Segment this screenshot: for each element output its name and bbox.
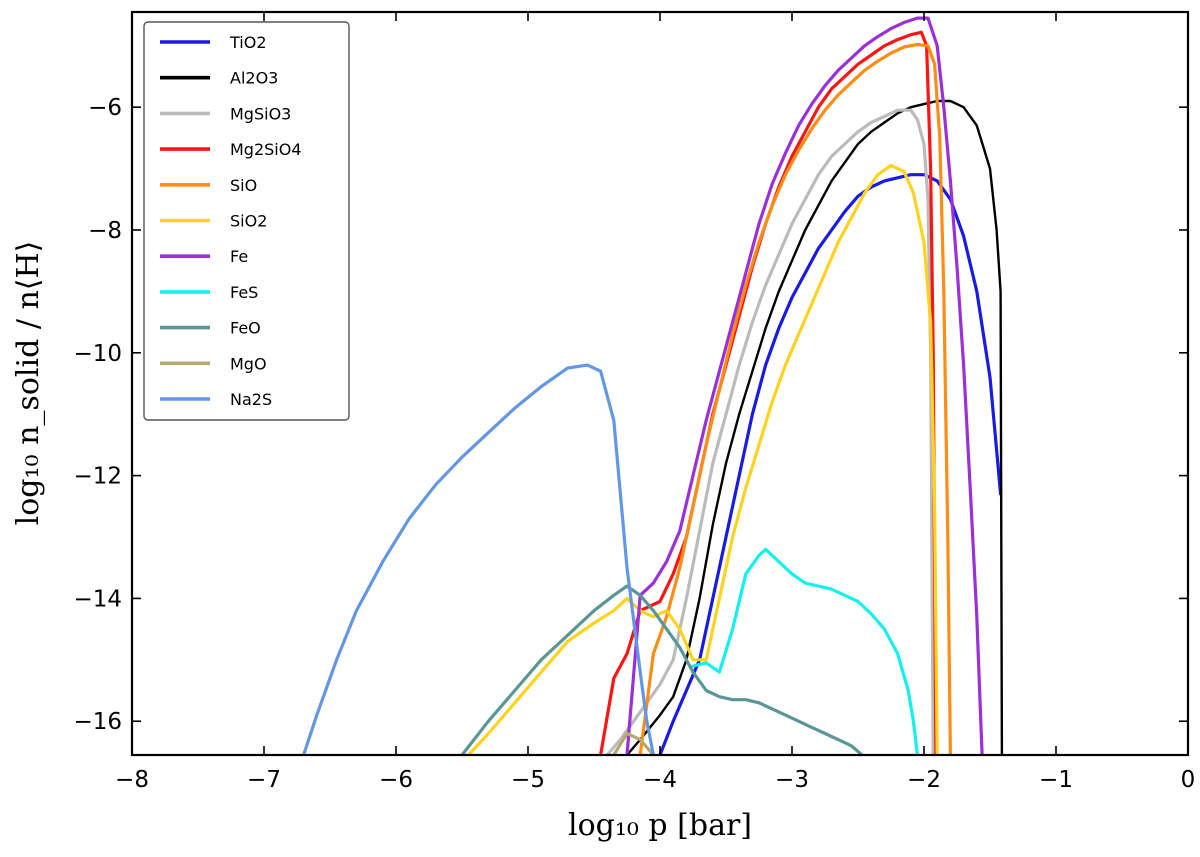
series-line-fes <box>691 547 919 755</box>
y-axis-label: log₁₀ n_solid / n⟨H⟩ <box>11 241 46 526</box>
series-line-sio <box>638 42 952 755</box>
plot-frame <box>130 10 1190 757</box>
x-tick-label: 0 <box>1181 767 1196 793</box>
series-layer <box>302 16 1004 755</box>
legend-label-tio2: TiO2 <box>229 33 267 52</box>
x-axis-label: log₁₀ p [bar] <box>568 808 752 843</box>
y-tick-label: −16 <box>73 709 122 735</box>
series-line-mgsio3 <box>605 108 935 755</box>
series-line-na2s <box>302 363 655 755</box>
legend-box <box>143 21 350 421</box>
series-line-mg2sio4 <box>599 30 938 755</box>
series-line-tio2 <box>658 173 1003 755</box>
y-tick-label: −10 <box>73 341 122 367</box>
y-tick-label: −14 <box>73 586 122 612</box>
series-line-sio2 <box>467 163 939 755</box>
series-line-mgo <box>612 731 655 755</box>
legend-label-fe: Fe <box>230 247 248 266</box>
legend-label-feo: FeO <box>230 319 261 338</box>
x-tick-label: −4 <box>643 767 677 793</box>
legend-label-mgsio3: MgSiO3 <box>230 104 291 123</box>
legend-label-na2s: Na2S <box>230 390 272 409</box>
series-line-al2o3 <box>625 99 1004 755</box>
x-tick-label: −2 <box>907 767 941 793</box>
legend-label-mgo: MgO <box>230 354 267 373</box>
y-tick-label: −12 <box>73 464 122 490</box>
x-tick-label: −3 <box>775 767 809 793</box>
y-tick-label: −6 <box>88 95 122 121</box>
x-tick-label: −7 <box>247 767 281 793</box>
x-tick-label: −1 <box>1039 767 1073 793</box>
legend-label-fes: FeS <box>230 283 258 302</box>
ticks-layer: −8 −7 −6 −5 −4 −3 −2 −1 0−16−14−12−10−8−6 <box>73 12 1195 793</box>
legend-label-al2o3: Al2O3 <box>230 69 278 88</box>
legend-label-sio: SiO <box>230 176 257 195</box>
legend: TiO2 Al2O3 MgSiO3 Mg2SiO4 SiO SiO2 Fe FeS FeO MgO… <box>143 21 350 421</box>
series-line-feo <box>460 584 864 755</box>
y-tick-label: −8 <box>88 218 122 244</box>
legend-label-mg2sio4: Mg2SiO4 <box>230 140 302 159</box>
x-tick-label: −5 <box>511 767 545 793</box>
series-line-fe <box>625 16 984 755</box>
legend-label-sio2: SiO2 <box>230 212 267 231</box>
x-tick-label: −6 <box>379 767 413 793</box>
x-tick-label: −8 <box>115 767 149 793</box>
